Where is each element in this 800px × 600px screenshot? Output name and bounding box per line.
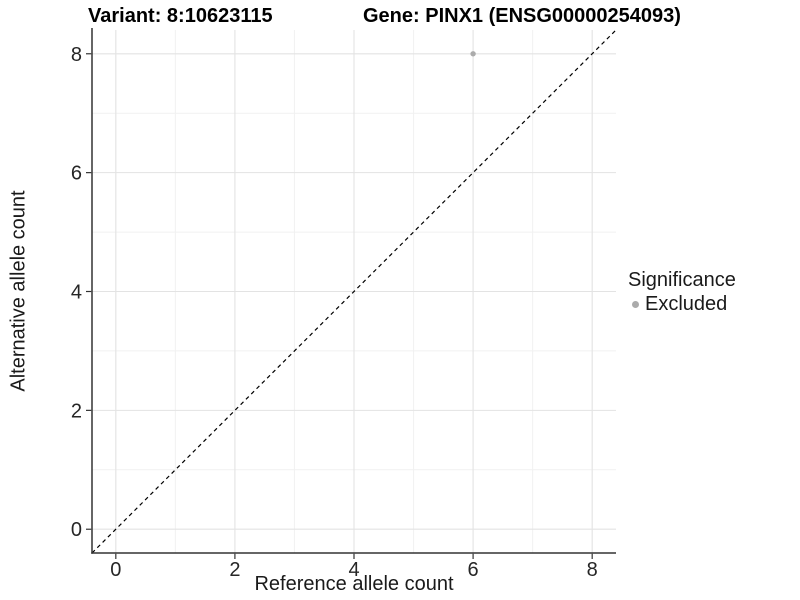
x-tick-label: 0 (110, 559, 121, 581)
plot-title-gene: Gene: PINX1 (ENSG00000254093) (363, 5, 681, 27)
x-tick-label: 2 (229, 559, 240, 581)
y-tick-label: 6 (71, 163, 82, 185)
x-tick-label: 8 (587, 559, 598, 581)
plot-title-variant: Variant: 8:10623115 (88, 5, 273, 27)
y-tick-label: 2 (71, 400, 82, 422)
y-tick-label: 0 (71, 519, 82, 541)
legend-title: Significance (628, 269, 736, 291)
y-tick-label: 4 (71, 282, 82, 304)
legend-item-excluded: Excluded (628, 293, 736, 315)
data-point (470, 51, 476, 57)
legend-point-icon (632, 300, 639, 308)
y-tick-label: 8 (71, 44, 82, 66)
legend: Significance Excluded (628, 269, 736, 315)
x-tick-label: 4 (348, 559, 359, 581)
x-axis-title: Reference allele count (254, 573, 454, 595)
x-tick-label: 6 (468, 559, 479, 581)
legend-item-label: Excluded (645, 293, 728, 315)
identity-line (91, 29, 617, 554)
